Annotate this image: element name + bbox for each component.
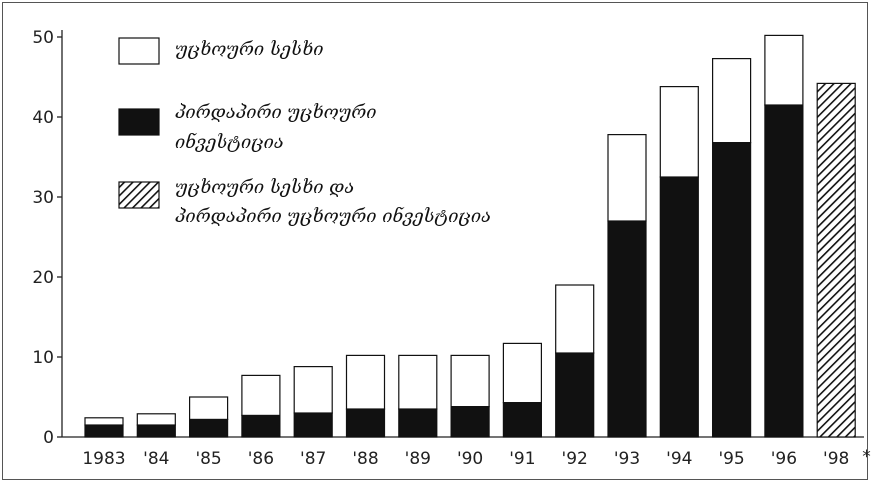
x-tick-label: '89 xyxy=(405,449,431,469)
bar-segment-fdi xyxy=(502,402,542,438)
bar-segment-fdi xyxy=(711,142,752,438)
y-tick-label: 40 xyxy=(32,108,54,128)
bar-segment-loan xyxy=(555,284,595,354)
bar-segment-fdi xyxy=(555,352,595,438)
legend-label: უცხოური სესხი და xyxy=(175,177,354,198)
bar-segment-fdi xyxy=(241,414,281,438)
x-tick-footnote-mark: * xyxy=(862,447,871,467)
bar-segment-fdi xyxy=(607,220,647,438)
bar-segment-loan xyxy=(241,374,281,416)
legend-label: ინვესტიცია xyxy=(175,131,284,153)
bar-segment-loan xyxy=(764,34,804,106)
legend-swatch-white xyxy=(118,37,160,65)
bars xyxy=(84,34,856,438)
bar-segment-loan xyxy=(293,366,333,414)
x-tick-label: '85 xyxy=(195,449,221,469)
y-tick-label: 0 xyxy=(43,428,54,448)
bar-segment-loan xyxy=(189,396,229,420)
x-tick-label: '98 xyxy=(823,449,849,469)
x-tick-label: '88 xyxy=(352,449,378,469)
legend-swatch-hatched xyxy=(118,181,160,209)
x-tick-label: '84 xyxy=(143,449,169,469)
x-tick-label: '96 xyxy=(771,449,797,469)
x-tick-label: '94 xyxy=(666,449,692,469)
bar-segment-fdi xyxy=(659,176,699,438)
bar-segment-fdi xyxy=(189,418,229,438)
x-tick-label: '93 xyxy=(614,449,640,469)
x-tick-label: '90 xyxy=(457,449,483,469)
x-tick-label: '95 xyxy=(718,449,744,469)
x-tick-label: '87 xyxy=(300,449,326,469)
bar-segment-fdi xyxy=(398,408,438,438)
bar-segment-loan xyxy=(607,134,647,222)
bar-segment-loan xyxy=(659,85,699,178)
x-tick-label: '91 xyxy=(509,449,535,469)
y-tick-label: 10 xyxy=(32,348,54,368)
bar-segment-fdi xyxy=(136,424,176,438)
bar-segment-loan xyxy=(84,417,124,426)
bar-segment-loan xyxy=(450,354,490,408)
bar-segment-combined xyxy=(816,82,856,438)
y-tick-label: 50 xyxy=(32,28,54,48)
legend-swatch-black xyxy=(118,108,160,136)
y-tick-labels: 0 10 20 30 40 50 xyxy=(32,28,54,448)
y-tick-label: 30 xyxy=(32,188,54,208)
bar-segment-fdi xyxy=(345,408,386,438)
bar-segment-loan xyxy=(502,342,542,404)
x-tick-label: 1983 xyxy=(82,449,125,469)
bar-segment-fdi xyxy=(84,424,124,438)
x-tick-label: '92 xyxy=(562,449,588,469)
legend-label: უცხოური სესხი xyxy=(175,39,323,60)
bar-segment-loan xyxy=(398,354,438,410)
x-tick-label: '86 xyxy=(248,449,274,469)
bar-segment-fdi xyxy=(764,104,804,438)
x-tick-labels: 1983 '84 '85 '86 '87 '88 '89 '90 '91 '92 '93 '94 '95… xyxy=(82,447,870,469)
legend-label: პირდაპირი უცხოური xyxy=(175,102,377,123)
bar-segment-loan xyxy=(345,354,386,410)
bar-segment-fdi xyxy=(293,412,333,438)
legend: უცხოური სესხი პირდაპირი უცხოური ინვესტიცია… xyxy=(118,37,491,227)
bar-segment-fdi xyxy=(450,406,490,438)
y-tick-label: 20 xyxy=(32,268,54,288)
bar-segment-loan xyxy=(711,57,752,144)
legend-label: პირდაპირი უცხოური ინვესტიცია xyxy=(175,205,491,227)
bar-segment-loan xyxy=(136,413,176,426)
